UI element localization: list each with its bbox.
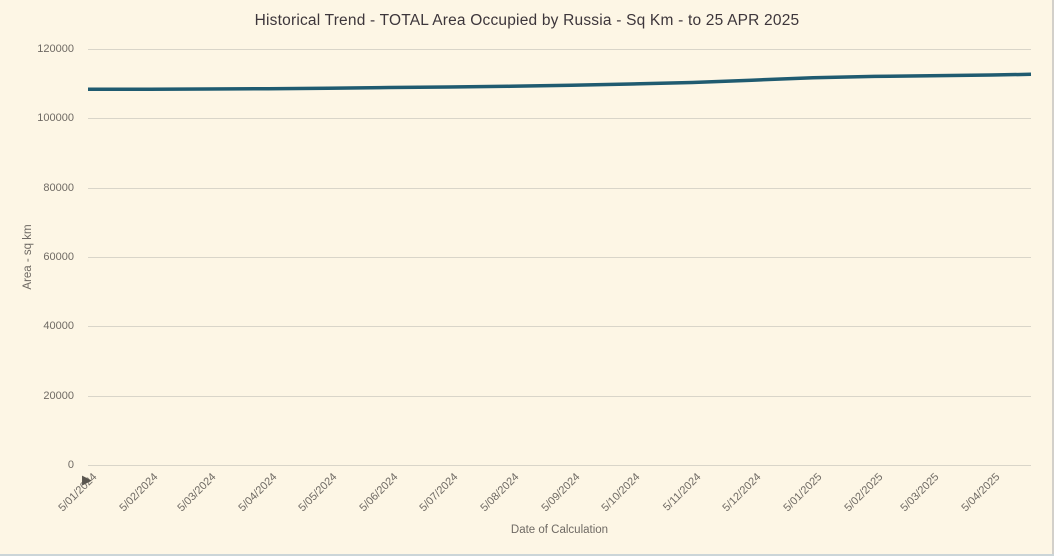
y-tick-label: 20000 (43, 390, 74, 402)
y-gridline (88, 188, 1031, 189)
y-gridline (88, 257, 1031, 258)
y-tick-label: 0 (67, 459, 74, 471)
x-axis-title: Date of Calculation (510, 524, 609, 536)
y-axis-title: Area - sq km (22, 224, 34, 290)
mouse-cursor-icon: ▶ (82, 472, 92, 487)
y-tick-label: 80000 (43, 182, 74, 194)
page-border-right (1052, 0, 1054, 556)
trend-line[interactable] (87, 72, 1032, 92)
y-gridline (88, 465, 1031, 466)
y-tick-label: 120000 (37, 43, 74, 55)
y-tick-label: 40000 (43, 320, 74, 332)
y-tick-label: 100000 (37, 112, 74, 124)
page-border-bottom (0, 554, 1054, 556)
y-gridline (88, 49, 1031, 50)
y-gridline (88, 326, 1031, 327)
y-gridline (88, 118, 1031, 119)
chart-title: Historical Trend - TOTAL Area Occupied b… (254, 12, 800, 29)
y-gridline (88, 396, 1031, 397)
y-tick-label: 60000 (43, 251, 74, 263)
